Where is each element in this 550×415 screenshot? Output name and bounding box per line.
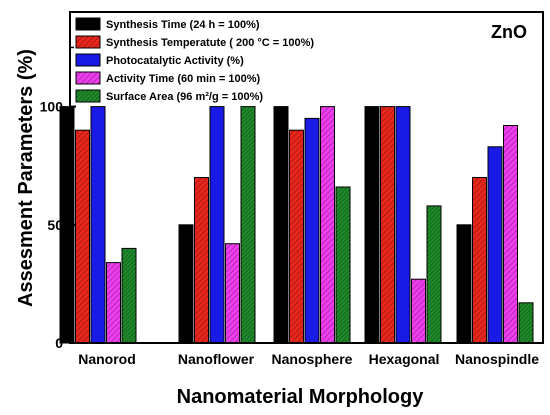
bar-nanospindle-series-5 (518, 302, 534, 344)
bar-nanoflower-series-1 (178, 224, 194, 344)
bar-hexagonal-series-5 (426, 205, 442, 344)
legend: Synthesis Time (24 h = 100%) Synthesis Te… (75, 17, 314, 103)
x-tick-label-nanorod: Nanorod (78, 351, 136, 367)
bar-hexagonal-series-2 (380, 106, 395, 344)
bar-nanospindle-series-2 (472, 177, 487, 344)
legend-label-5: Surface Area (96 m²/g = 100%) (106, 91, 263, 103)
bar-nanoflower-series-5 (240, 106, 256, 344)
bar-nanosphere-series-3 (304, 117, 320, 344)
bar-nanorod-series-2 (75, 129, 90, 344)
bar-nanosphere-series-4 (320, 106, 335, 344)
legend-swatch-2 (75, 35, 101, 49)
legend-swatch-4 (75, 71, 101, 85)
y-tick-label-100: 100 (40, 99, 64, 115)
bar-nanosphere-series-2 (289, 129, 304, 344)
bar-nanoflower-series-4 (225, 243, 240, 344)
legend-label-1: Synthesis Time (24 h = 100%) (106, 19, 260, 31)
y-tick-label-0: 0 (55, 335, 63, 351)
legend-label-4: Activity Time (60 min = 100%) (106, 73, 261, 85)
legend-swatch-1 (75, 17, 101, 31)
x-tick-label-nanoflower: Nanoflower (178, 351, 255, 367)
bar-hexagonal-series-3 (395, 106, 411, 344)
bars-layer (59, 106, 534, 344)
legend-label-3: Photocatalytic Activity (%) (106, 55, 244, 67)
legend-swatch-3 (75, 53, 101, 67)
bar-nanoflower-series-3 (209, 106, 225, 344)
bar-nanospindle-series-3 (487, 146, 503, 344)
bar-nanorod-series-5 (121, 247, 137, 344)
bar-hexagonal-series-4 (411, 278, 426, 344)
x-tick-label-nanospindle: Nanospindle (455, 351, 539, 367)
y-axis: 0 50 100 (40, 46, 76, 351)
x-tick-label-hexagonal: Hexagonal (369, 351, 440, 367)
plot-frame (69, 11, 544, 344)
chart-annotation: ZnO (491, 22, 527, 42)
bar-nanospindle-series-1 (456, 224, 472, 344)
x-tick-label-nanosphere: Nanosphere (272, 351, 353, 367)
bar-hexagonal-series-1 (364, 106, 380, 344)
bar-nanorod-series-3 (90, 106, 106, 344)
bar-nanospindle-series-4 (503, 125, 518, 344)
y-tick-label-50: 50 (47, 217, 63, 233)
x-axis: Nanorod Nanoflower Nanosphere Hexagonal Nano… (78, 351, 539, 367)
bar-nanosphere-series-5 (335, 186, 351, 344)
bar-nanosphere-series-1 (273, 106, 289, 344)
y-axis-title: Assesment Parameters (%) (15, 49, 37, 307)
bar-nanorod-series-4 (106, 262, 121, 344)
bar-nanoflower-series-2 (194, 177, 209, 344)
legend-label-2: Synthesis Temperatute ( 200 °C = 100%) (106, 37, 314, 49)
legend-swatch-5 (75, 89, 101, 103)
x-axis-title: Nanomaterial Morphology (177, 386, 425, 408)
